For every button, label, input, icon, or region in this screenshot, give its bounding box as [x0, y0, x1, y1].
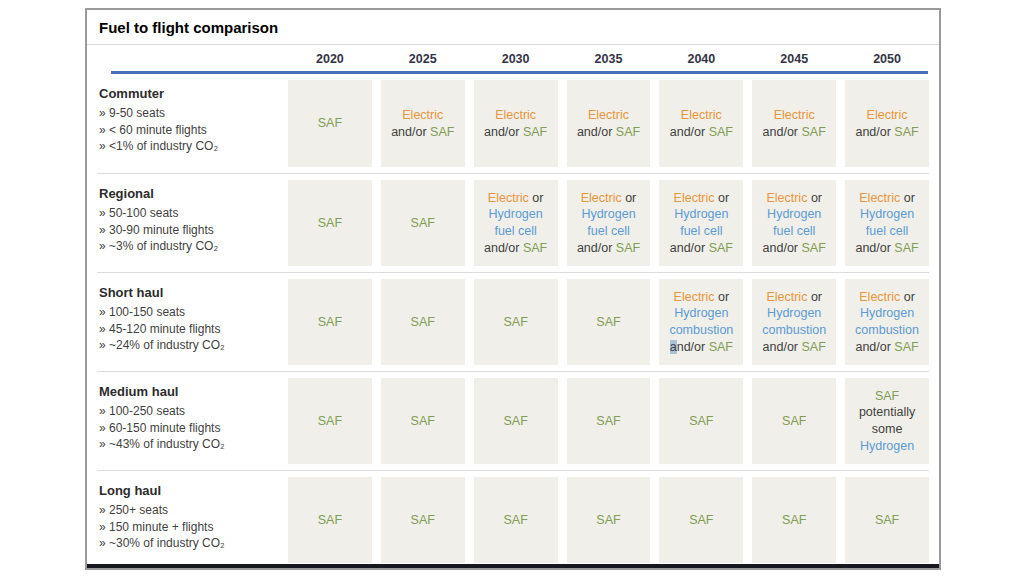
cell-short-haul-2020: SAF — [288, 279, 372, 365]
category-bullet: » ~43% of industry CO₂ — [99, 436, 275, 453]
row-label-short-haul: Short haul » 100-150 seats» 45-120 minute… — [97, 276, 279, 368]
cell-commuter-2035: Electricand/or SAF — [567, 80, 651, 167]
cell-medium-haul-2020: SAF — [288, 378, 372, 464]
slide-frame: Fuel to flight comparison 20202025203020… — [85, 8, 941, 570]
cell-regional-2050: Electric orHydrogenfuel celland/or SAF — [845, 180, 929, 266]
cell-short-haul-2030: SAF — [474, 279, 558, 365]
category-bullet: » 9-50 seats — [99, 105, 275, 122]
cell-regional-2045: Electric orHydrogenfuel celland/or SAF — [752, 180, 836, 266]
cell-long-haul-2020: SAF — [288, 477, 372, 563]
category-bullet: » 100-250 seats — [99, 403, 275, 420]
row-commuter: Commuter » 9-50 seats» < 60 minute flight… — [97, 74, 929, 173]
category-bullet: » 45-120 minute flights — [99, 321, 275, 338]
cell-commuter-2045: Electricand/or SAF — [752, 80, 836, 167]
cell-regional-2035: Electric orHydrogenfuel celland/or SAF — [567, 180, 651, 266]
row-label-medium-haul: Medium haul » 100-250 seats» 60-150 minut… — [97, 375, 279, 467]
category-name: Long haul — [99, 483, 275, 498]
slide-bottom-bar — [87, 564, 939, 568]
category-bullet: » 30-90 minute flights — [99, 222, 275, 239]
cell-commuter-2020: SAF — [288, 80, 372, 167]
cell-medium-haul-2050: SAFpotentiallysomeHydrogen — [845, 378, 929, 464]
row-short-haul: Short haul » 100-150 seats» 45-120 minute… — [97, 272, 929, 371]
cell-long-haul-2040: SAF — [659, 477, 743, 563]
category-name: Short haul — [99, 285, 275, 300]
fuel-comparison-table: 2020 2025 2030 2035 2040 2045 2050 Commuter » 9… — [87, 45, 939, 569]
cell-long-haul-2045: SAF — [752, 477, 836, 563]
category-bullet: » 100-150 seats — [99, 304, 275, 321]
table-header-row: 2020 2025 2030 2035 2040 2045 2050 — [97, 45, 929, 71]
cell-commuter-2040: Electricand/or SAF — [659, 80, 743, 167]
category-bullet: » 60-150 minute flights — [99, 420, 275, 437]
cell-short-haul-2035: SAF — [567, 279, 651, 365]
cell-commuter-2030: Electricand/or SAF — [474, 80, 558, 167]
cell-medium-haul-2045: SAF — [752, 378, 836, 464]
column-header-2020: 2020 — [288, 45, 372, 71]
category-name: Regional — [99, 186, 275, 201]
category-name: Commuter — [99, 86, 275, 101]
row-regional: Regional » 50-100 seats» 30-90 minute fli… — [97, 173, 929, 272]
cell-medium-haul-2040: SAF — [659, 378, 743, 464]
header-spacer — [97, 45, 279, 71]
cell-medium-haul-2030: SAF — [474, 378, 558, 464]
category-bullet: » 250+ seats — [99, 502, 275, 519]
cell-long-haul-2050: SAF — [845, 477, 929, 563]
cell-long-haul-2025: SAF — [381, 477, 465, 563]
row-label-commuter: Commuter » 9-50 seats» < 60 minute flight… — [97, 77, 279, 170]
column-header-2030: 2030 — [474, 45, 558, 71]
category-bullet: » ~24% of industry CO₂ — [99, 337, 275, 354]
cell-short-haul-2050: Electric orHydrogencombustionand/or SAF — [845, 279, 929, 365]
cell-short-haul-2045: Electric orHydrogencombustionand/or SAF — [752, 279, 836, 365]
category-bullet: » ~30% of industry CO₂ — [99, 535, 275, 552]
cell-commuter-2050: Electricand/or SAF — [845, 80, 929, 167]
column-header-2050: 2050 — [845, 45, 929, 71]
cell-regional-2025: SAF — [381, 180, 465, 266]
cell-regional-2020: SAF — [288, 180, 372, 266]
cell-short-haul-2040: Electric orHydrogencombustionand/or SAF — [659, 279, 743, 365]
category-bullet: » ~3% of industry CO₂ — [99, 238, 275, 255]
cell-regional-2030: Electric orHydrogenfuel celland/or SAF — [474, 180, 558, 266]
category-bullet: » <1% of industry CO₂ — [99, 138, 275, 155]
column-header-2035: 2035 — [567, 45, 651, 71]
category-name: Medium haul — [99, 384, 275, 399]
column-header-2045: 2045 — [752, 45, 836, 71]
cell-regional-2040: Electric orHydrogenfuel celland/or SAF — [659, 180, 743, 266]
category-bullet: » 150 minute + flights — [99, 519, 275, 536]
cell-medium-haul-2035: SAF — [567, 378, 651, 464]
category-bullet: » 50-100 seats — [99, 205, 275, 222]
page-title: Fuel to flight comparison — [87, 10, 939, 45]
table-body: Commuter » 9-50 seats» < 60 minute flight… — [97, 74, 929, 569]
column-header-2040: 2040 — [659, 45, 743, 71]
column-header-2025: 2025 — [381, 45, 465, 71]
cell-medium-haul-2025: SAF — [381, 378, 465, 464]
cell-commuter-2025: Electricand/or SAF — [381, 80, 465, 167]
row-medium-haul: Medium haul » 100-250 seats» 60-150 minut… — [97, 371, 929, 470]
cell-short-haul-2025: SAF — [381, 279, 465, 365]
cell-long-haul-2030: SAF — [474, 477, 558, 563]
cell-long-haul-2035: SAF — [567, 477, 651, 563]
row-long-haul: Long haul » 250+ seats» 150 minute + flig… — [97, 470, 929, 569]
row-label-regional: Regional » 50-100 seats» 30-90 minute fli… — [97, 177, 279, 269]
category-bullet: » < 60 minute flights — [99, 122, 275, 139]
row-label-long-haul: Long haul » 250+ seats» 150 minute + flig… — [97, 474, 279, 566]
